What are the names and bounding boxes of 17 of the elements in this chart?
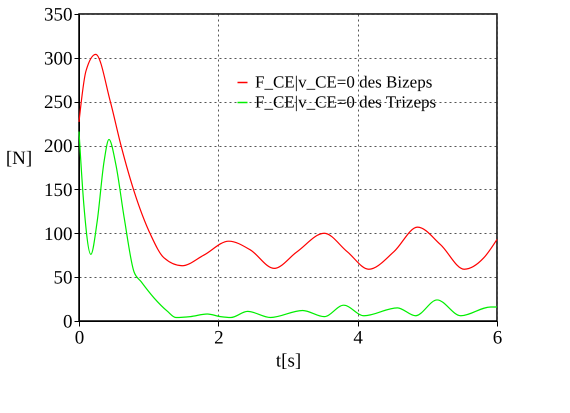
y-tick-label: 300 <box>44 48 72 70</box>
line-series <box>78 130 498 318</box>
line-series <box>78 54 498 270</box>
y-axis-title: [N] <box>6 148 32 169</box>
x-tick-label: 6 <box>492 328 502 348</box>
legend-label: F_CE|v_CE=0 des Bizeps <box>255 72 432 92</box>
y-tick-label: 350 <box>44 4 72 26</box>
x-tick-label: 2 <box>214 328 224 348</box>
y-tick-label: 100 <box>44 224 72 245</box>
y-tick-label: 50 <box>54 268 72 289</box>
y-tick-label: 150 <box>44 180 72 201</box>
legend-label: F_CE|v_CE=0 des Trizeps <box>255 92 436 112</box>
y-tick-label: 200 <box>44 136 72 158</box>
y-tick-label: 250 <box>44 92 72 114</box>
x-tick-label: 4 <box>353 328 364 348</box>
x-axis-title: t[s] <box>276 350 302 372</box>
y-tick-label: 0 <box>63 312 72 332</box>
